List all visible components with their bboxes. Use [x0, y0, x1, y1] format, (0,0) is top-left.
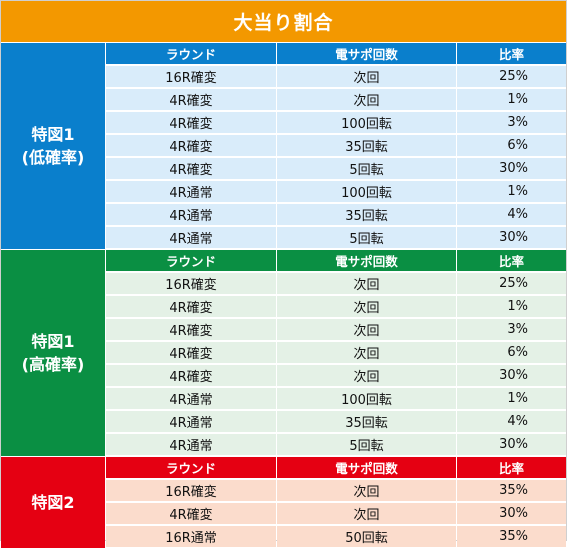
ratio-cell: 30% [457, 434, 566, 456]
round-cell: 4R確変 [106, 296, 276, 318]
table-row: 4R確変 次回 1% [106, 89, 566, 112]
ratio-cell: 25% [457, 273, 566, 295]
ratio-cell: 6% [457, 342, 566, 364]
header-row: ラウンド 電サポ回数 比率 [106, 457, 566, 480]
header-support: 電サポ回数 [277, 43, 456, 65]
support-cell: 次回 [277, 66, 456, 88]
round-cell: 16R確変 [106, 66, 276, 88]
support-cell: 5回転 [277, 158, 456, 180]
ratio-cell: 30% [457, 158, 566, 180]
round-cell: 4R通常 [106, 388, 276, 410]
header-ratio: 比率 [457, 250, 566, 272]
round-cell: 4R確変 [106, 135, 276, 157]
support-cell: 35回転 [277, 135, 456, 157]
support-cell: 100回転 [277, 112, 456, 134]
table-row: 4R確変 次回 30% [106, 365, 566, 388]
section-low-prob: 特図1 (低確率) ラウンド 電サポ回数 比率 16R確変 次回 25% 4R確変 次回 1% 4R… [1, 43, 566, 250]
round-cell: 4R通常 [106, 204, 276, 226]
section-grid: ラウンド 電サポ回数 比率 16R確変 次回 25% 4R確変 次回 1% 4R確変 100回転 3%… [106, 43, 566, 250]
ratio-cell: 30% [457, 227, 566, 249]
round-cell: 4R確変 [106, 319, 276, 341]
support-cell: 次回 [277, 273, 456, 295]
round-cell: 16R確変 [106, 480, 276, 502]
ratio-cell: 1% [457, 181, 566, 203]
round-cell: 16R通常 [106, 526, 276, 548]
section-label: 特図2 [1, 457, 105, 548]
support-cell: 次回 [277, 319, 456, 341]
ratio-cell: 6% [457, 135, 566, 157]
table-row: 4R通常 35回転 4% [106, 204, 566, 227]
table-row: 16R通常 50回転 35% [106, 526, 566, 549]
table-row: 4R確変 次回 1% [106, 296, 566, 319]
header-ratio: 比率 [457, 457, 566, 479]
header-round: ラウンド [106, 457, 276, 479]
table-row: 4R通常 5回転 30% [106, 227, 566, 250]
support-cell: 100回転 [277, 181, 456, 203]
ratio-cell: 1% [457, 89, 566, 111]
support-cell: 次回 [277, 480, 456, 502]
table-row: 4R確変 35回転 6% [106, 135, 566, 158]
round-cell: 4R確変 [106, 365, 276, 387]
support-cell: 35回転 [277, 411, 456, 433]
table-row: 4R通常 100回転 1% [106, 388, 566, 411]
table-row: 4R確変 100回転 3% [106, 112, 566, 135]
header-row: ラウンド 電サポ回数 比率 [106, 250, 566, 273]
ratio-cell: 3% [457, 112, 566, 134]
round-cell: 4R確変 [106, 89, 276, 111]
support-cell: 次回 [277, 89, 456, 111]
header-support: 電サポ回数 [277, 457, 456, 479]
ratio-cell: 4% [457, 411, 566, 433]
ratio-cell: 25% [457, 66, 566, 88]
round-cell: 4R通常 [106, 411, 276, 433]
table-row: 4R通常 100回転 1% [106, 181, 566, 204]
support-cell: 100回転 [277, 388, 456, 410]
support-cell: 35回転 [277, 204, 456, 226]
header-row: ラウンド 電サポ回数 比率 [106, 43, 566, 66]
ratio-cell: 3% [457, 319, 566, 341]
support-cell: 次回 [277, 365, 456, 387]
round-cell: 4R確変 [106, 503, 276, 525]
ratio-cell: 1% [457, 296, 566, 318]
support-cell: 5回転 [277, 227, 456, 249]
round-cell: 4R確変 [106, 342, 276, 364]
header-support: 電サポ回数 [277, 250, 456, 272]
table-row: 4R確変 次回 30% [106, 503, 566, 526]
round-cell: 4R通常 [106, 434, 276, 456]
ratio-cell: 1% [457, 388, 566, 410]
ratio-cell: 30% [457, 503, 566, 525]
support-cell: 次回 [277, 503, 456, 525]
header-ratio: 比率 [457, 43, 566, 65]
support-cell: 次回 [277, 342, 456, 364]
header-round: ラウンド [106, 250, 276, 272]
table-row: 4R通常 35回転 4% [106, 411, 566, 434]
section-high-prob: 特図1 (高確率) ラウンド 電サポ回数 比率 16R確変 次回 25% 4R確変 次回 1% 4R… [1, 250, 566, 457]
ratio-cell: 35% [457, 480, 566, 502]
table-row: 16R確変 次回 25% [106, 273, 566, 296]
support-cell: 次回 [277, 296, 456, 318]
ratio-cell: 30% [457, 365, 566, 387]
section-grid: ラウンド 電サポ回数 比率 16R確変 次回 25% 4R確変 次回 1% 4R確変 次回 3% 4R確… [106, 250, 566, 457]
round-cell: 16R確変 [106, 273, 276, 295]
table-title: 大当り割合 [1, 1, 566, 42]
table-row: 4R通常 5回転 30% [106, 434, 566, 457]
table-row: 16R確変 次回 35% [106, 480, 566, 503]
ratio-cell: 4% [457, 204, 566, 226]
section-grid: ラウンド 電サポ回数 比率 16R確変 次回 35% 4R確変 次回 30% 16R通常 50回転 3… [106, 457, 566, 549]
round-cell: 4R通常 [106, 227, 276, 249]
table-row: 4R確変 5回転 30% [106, 158, 566, 181]
support-cell: 5回転 [277, 434, 456, 456]
support-cell: 50回転 [277, 526, 456, 548]
table-row: 4R確変 次回 3% [106, 319, 566, 342]
table-row: 16R確変 次回 25% [106, 66, 566, 89]
table-row: 4R確変 次回 6% [106, 342, 566, 365]
ratio-cell: 35% [457, 526, 566, 548]
section-zu2: 特図2 ラウンド 電サポ回数 比率 16R確変 次回 35% 4R確変 次回 30% 16R通常 50… [1, 457, 566, 549]
header-round: ラウンド [106, 43, 276, 65]
section-label: 特図1 (低確率) [1, 43, 105, 249]
section-label: 特図1 (高確率) [1, 250, 105, 456]
round-cell: 4R確変 [106, 158, 276, 180]
round-cell: 4R確変 [106, 112, 276, 134]
round-cell: 4R通常 [106, 181, 276, 203]
